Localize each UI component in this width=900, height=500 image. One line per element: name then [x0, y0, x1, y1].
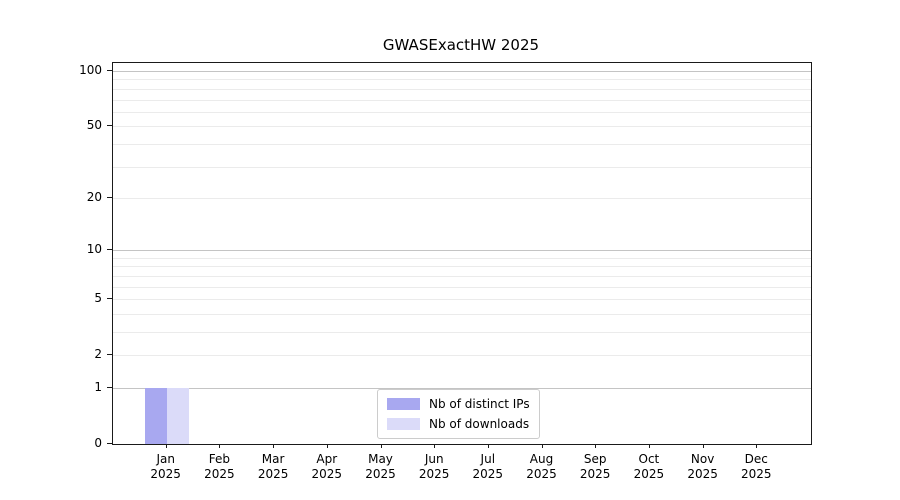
y-tick-label: 5: [94, 291, 102, 306]
y-tick: [107, 443, 112, 444]
x-tick-label: Jul 2025: [472, 452, 504, 481]
y-tick-label: 10: [86, 242, 102, 257]
gridline-minor: [113, 99, 811, 101]
gridline-minor: [113, 79, 811, 81]
gridline-minor: [113, 88, 811, 90]
gridline-major: [113, 299, 811, 301]
x-tick: [380, 444, 382, 448]
legend-label-downloads: Nb of downloads: [429, 417, 530, 431]
y-tick: [107, 298, 112, 300]
y-tick: [107, 70, 112, 71]
x-tick: [326, 444, 328, 448]
plot-area: Nb of distinct IPs Nb of downloads: [112, 62, 812, 445]
x-tick: [541, 444, 543, 448]
gridline-minor: [113, 286, 811, 288]
x-tick-label: Feb 2025: [204, 452, 235, 481]
x-tick-label: Jun 2025: [418, 452, 450, 481]
y-tick-label: 50: [86, 118, 102, 133]
legend-item-distinct-ips: Nb of distinct IPs: [387, 396, 530, 412]
x-tick-label: Nov 2025: [687, 452, 718, 481]
x-tick-label: May 2025: [365, 452, 396, 481]
bar-nb-of-downloads-0: [166, 388, 189, 444]
x-tick: [487, 444, 489, 448]
gridline-major: [113, 126, 811, 128]
x-tick: [595, 444, 597, 448]
x-tick-label: Mar 2025: [257, 452, 289, 481]
gridline-minor: [113, 275, 811, 277]
x-tick: [648, 444, 650, 448]
x-tick-label: Aug 2025: [526, 452, 557, 481]
y-tick: [107, 387, 112, 388]
legend-swatch-downloads-icon: [387, 418, 420, 430]
gridline-minor: [113, 257, 811, 259]
x-tick-label: Sep 2025: [579, 452, 611, 481]
gridline-major: [113, 388, 811, 389]
y-tick-label: 1: [94, 380, 102, 394]
y-tick-label: 0: [94, 436, 102, 450]
y-tick: [107, 249, 112, 251]
x-tick-label: Jan 2025: [150, 452, 181, 481]
x-tick: [434, 444, 436, 448]
gridline-major: [113, 197, 811, 199]
gridline-minor: [113, 111, 811, 113]
gridline-minor: [113, 143, 811, 145]
legend: Nb of distinct IPs Nb of downloads: [377, 389, 540, 439]
legend-label-distinct-ips: Nb of distinct IPs: [429, 397, 530, 411]
x-tick-label: Apr 2025: [311, 452, 343, 481]
gridline-minor: [113, 166, 811, 168]
gridline-major: [113, 250, 811, 252]
y-tick-label: 20: [86, 189, 102, 204]
bar-nb-of-distinct-ips-0: [144, 388, 167, 444]
y-tick-label: 100: [79, 63, 102, 77]
y-tick-label: 2: [94, 347, 102, 362]
x-tick: [756, 444, 758, 448]
x-tick: [273, 444, 275, 448]
x-tick: [219, 444, 221, 448]
y-tick: [107, 125, 112, 127]
x-tick: [702, 444, 704, 448]
gridline-minor: [113, 332, 811, 333]
x-tick-label: Oct 2025: [633, 452, 665, 481]
y-tick: [107, 354, 112, 356]
gridline-major: [113, 71, 811, 72]
legend-swatch-distinct-ips-icon: [387, 398, 420, 410]
legend-item-downloads: Nb of downloads: [387, 416, 530, 432]
y-tick: [107, 196, 112, 198]
x-tick: [165, 444, 167, 448]
gridline-minor: [113, 266, 811, 268]
gridline-major: [113, 355, 811, 357]
x-tick-label: Dec 2025: [741, 452, 772, 481]
gridline-minor: [113, 313, 811, 315]
chart-title: GWASExactHW 2025: [382, 36, 540, 54]
